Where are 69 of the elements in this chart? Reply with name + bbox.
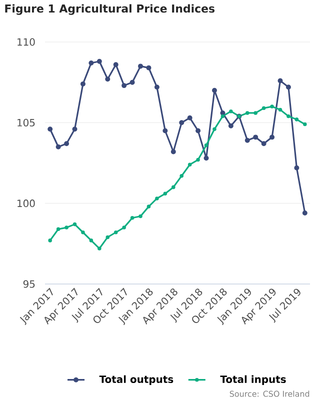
- point: [48, 238, 52, 242]
- point: [179, 120, 184, 126]
- point: [278, 108, 282, 112]
- point: [138, 214, 142, 218]
- point: [302, 210, 308, 216]
- point: [64, 141, 70, 146]
- point: [122, 226, 126, 230]
- point: [270, 104, 274, 108]
- point: [270, 134, 275, 140]
- point: [261, 141, 266, 146]
- point: [212, 127, 216, 132]
- point: [262, 106, 266, 110]
- point: [106, 235, 110, 240]
- point: [113, 62, 118, 68]
- y-tick-label: 95: [23, 280, 35, 288]
- point: [56, 227, 60, 232]
- point: [154, 84, 160, 90]
- point: [89, 238, 94, 242]
- point: [303, 122, 307, 126]
- point: [244, 138, 250, 143]
- point: [162, 128, 168, 134]
- point: [294, 165, 300, 170]
- point: [253, 134, 258, 140]
- point: [220, 114, 225, 118]
- point: [254, 111, 258, 115]
- point: [286, 84, 291, 90]
- point: [229, 109, 233, 114]
- point: [163, 192, 168, 196]
- point: [56, 144, 61, 150]
- point: [81, 230, 85, 234]
- point: [245, 111, 250, 115]
- point: [98, 246, 102, 250]
- point: [220, 110, 226, 116]
- point: [114, 230, 118, 234]
- legend-label: Total outputs: [99, 375, 174, 385]
- point: [155, 196, 159, 200]
- point: [286, 114, 290, 118]
- point: [146, 65, 152, 70]
- point: [180, 174, 184, 178]
- y-tick-label: 100: [18, 200, 35, 208]
- point: [48, 126, 53, 132]
- point: [188, 162, 192, 167]
- point: [278, 78, 283, 84]
- point: [171, 185, 176, 190]
- chart-title: Figure 1 Agricultural Price Indices: [5, 4, 214, 15]
- point: [228, 123, 234, 128]
- point: [196, 128, 201, 134]
- point: [80, 81, 86, 86]
- point: [130, 80, 135, 85]
- y-tick-label: 110: [18, 38, 35, 46]
- y-tick-label: 105: [18, 118, 35, 126]
- point: [72, 126, 78, 132]
- point: [64, 226, 68, 230]
- point: [96, 58, 102, 64]
- point: [72, 222, 77, 226]
- point: [204, 143, 208, 148]
- point: [196, 158, 200, 162]
- point: [294, 118, 299, 122]
- point: [187, 115, 192, 120]
- point: [212, 88, 217, 93]
- point: [204, 156, 209, 161]
- point: [130, 216, 134, 220]
- point: [122, 83, 127, 88]
- point: [170, 149, 176, 154]
- point: [146, 204, 151, 208]
- point: [138, 64, 144, 69]
- legend-label: Total inputs: [220, 375, 286, 385]
- point: [88, 60, 94, 66]
- point: [105, 76, 110, 82]
